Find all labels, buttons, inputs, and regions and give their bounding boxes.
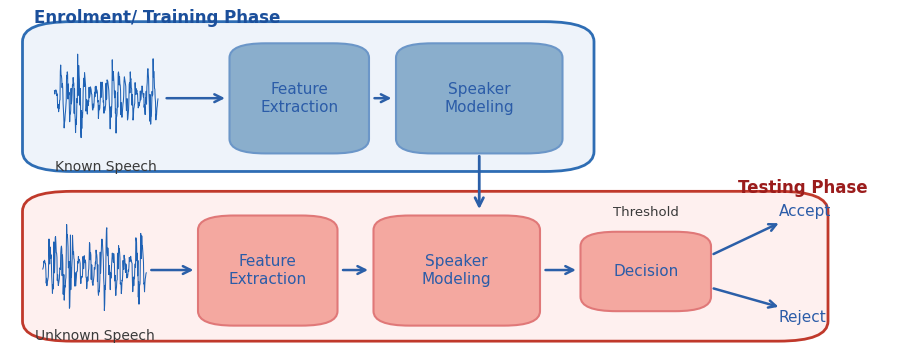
FancyBboxPatch shape xyxy=(374,216,540,326)
Text: Reject: Reject xyxy=(778,310,826,325)
FancyBboxPatch shape xyxy=(22,191,828,341)
Text: Decision: Decision xyxy=(613,264,679,279)
Text: Speaker
Modeling: Speaker Modeling xyxy=(422,255,491,287)
Text: Feature
Extraction: Feature Extraction xyxy=(260,82,338,114)
Text: Known Speech: Known Speech xyxy=(55,160,158,174)
Text: Threshold: Threshold xyxy=(613,206,679,219)
Text: Feature
Extraction: Feature Extraction xyxy=(229,255,307,287)
Text: Accept: Accept xyxy=(778,204,831,219)
Text: Unknown Speech: Unknown Speech xyxy=(34,329,155,343)
FancyBboxPatch shape xyxy=(580,232,711,311)
FancyBboxPatch shape xyxy=(396,43,562,153)
FancyBboxPatch shape xyxy=(198,216,338,326)
Text: Speaker
Modeling: Speaker Modeling xyxy=(445,82,514,114)
Text: Testing Phase: Testing Phase xyxy=(738,179,868,197)
Text: Enrolment/ Training Phase: Enrolment/ Training Phase xyxy=(34,9,281,27)
FancyBboxPatch shape xyxy=(22,22,594,171)
FancyBboxPatch shape xyxy=(230,43,369,153)
